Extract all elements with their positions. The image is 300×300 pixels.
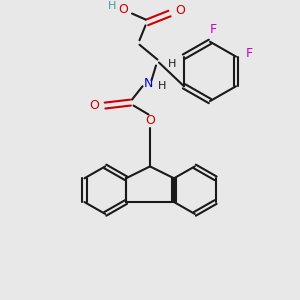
Text: H: H (108, 1, 117, 10)
Text: H: H (158, 81, 166, 91)
Text: O: O (118, 3, 128, 16)
Text: N: N (144, 77, 153, 90)
Text: O: O (90, 99, 99, 112)
Text: F: F (246, 47, 253, 60)
Text: F: F (209, 23, 217, 36)
Text: H: H (168, 59, 177, 69)
Text: O: O (175, 4, 185, 17)
Text: O: O (145, 114, 155, 127)
